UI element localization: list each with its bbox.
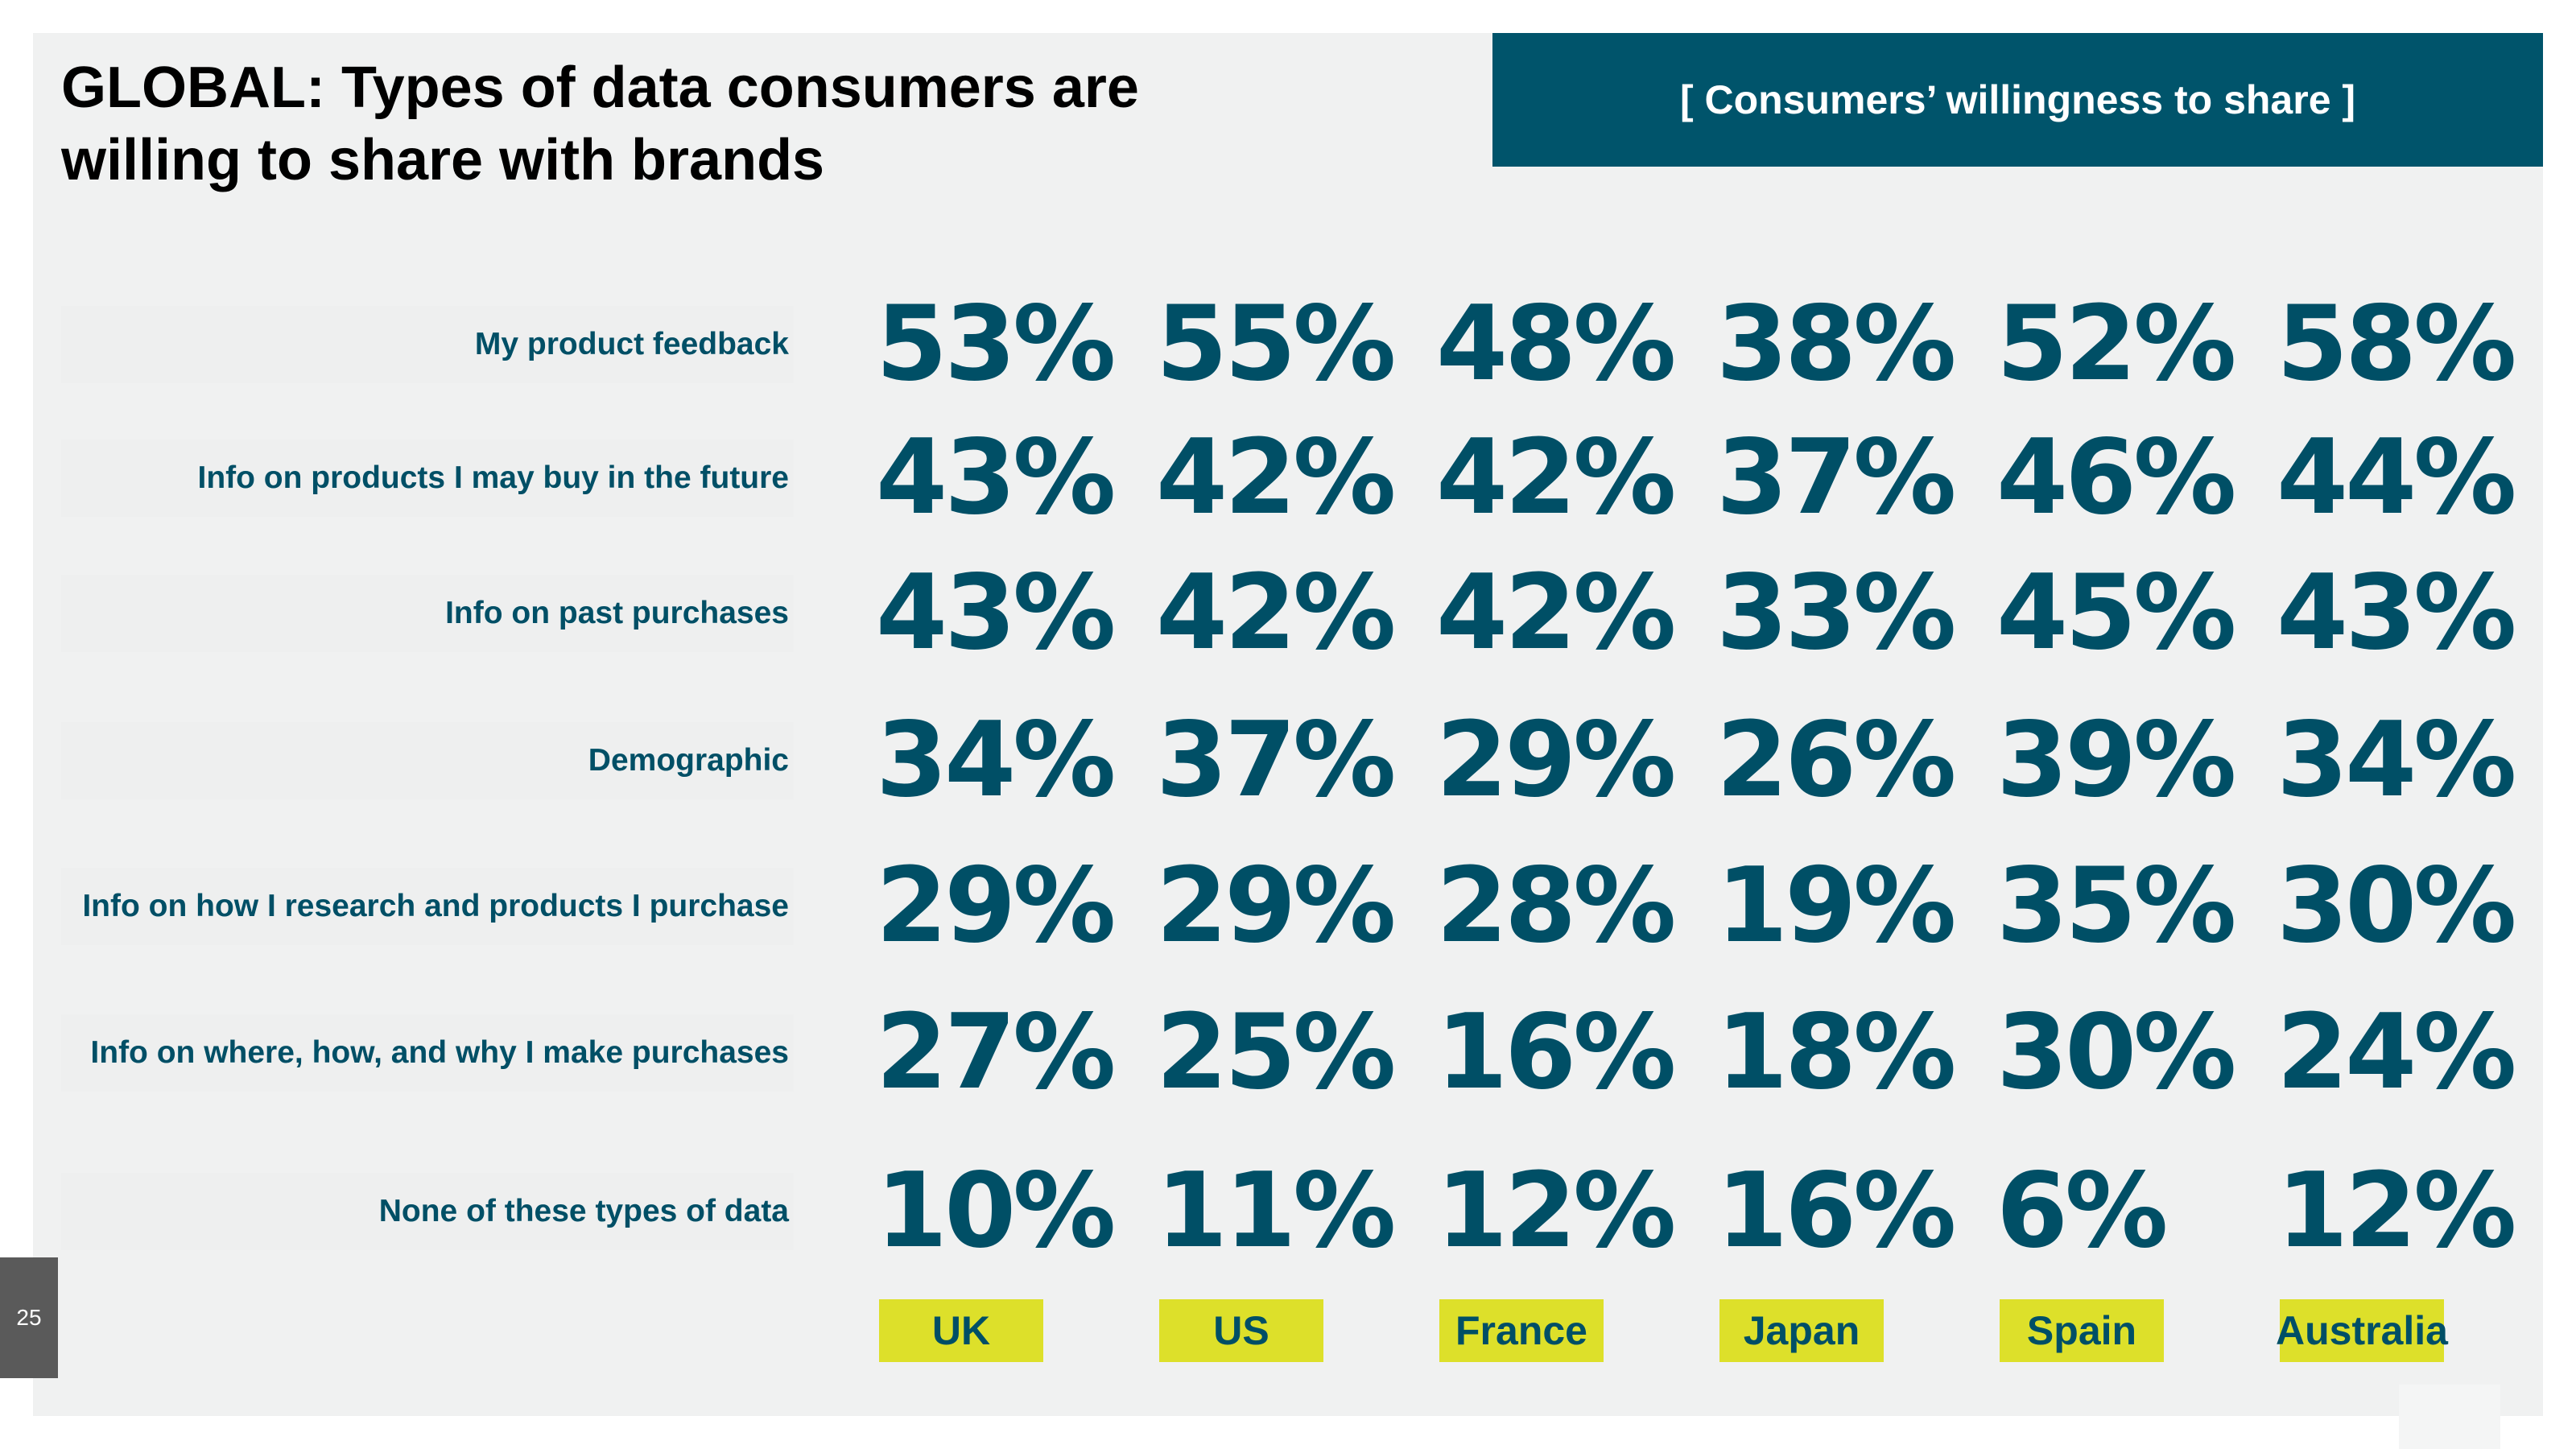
country-label-us: US bbox=[1159, 1299, 1323, 1362]
value-cell: 42% bbox=[1156, 418, 1396, 538]
value-cell: 34% bbox=[2277, 700, 2516, 820]
row-label: My product feedback bbox=[474, 327, 789, 361]
country-label-australia: Australia bbox=[2276, 1299, 2448, 1362]
value-cell: 6% bbox=[1996, 1151, 2168, 1271]
value-cell: 26% bbox=[1716, 700, 1956, 820]
value-cell: 16% bbox=[1716, 1151, 1956, 1271]
country-label-text: Australia bbox=[2276, 1308, 2448, 1353]
value-cell: 29% bbox=[1436, 700, 1676, 820]
row-label-box: Demographic bbox=[61, 722, 794, 799]
row-label-box: Info on products I may buy in the future bbox=[61, 440, 794, 517]
value-cell: 43% bbox=[876, 418, 1116, 538]
country-label-uk: UK bbox=[879, 1299, 1043, 1362]
value-cell: 29% bbox=[1156, 846, 1396, 966]
value-cell: 12% bbox=[2277, 1151, 2516, 1271]
country-label-text: France bbox=[1455, 1308, 1587, 1353]
country-label-text: Spain bbox=[2026, 1308, 2137, 1353]
value-cell: 25% bbox=[1156, 993, 1396, 1113]
value-cell: 30% bbox=[1996, 993, 2236, 1113]
row-label-box: Info on how I research and products I pu… bbox=[61, 868, 794, 945]
value-cell: 34% bbox=[876, 700, 1116, 820]
value-cell: 46% bbox=[1996, 418, 2236, 538]
value-cell: 38% bbox=[1716, 284, 1956, 404]
value-cell: 30% bbox=[2277, 846, 2516, 966]
value-cell: 44% bbox=[2277, 418, 2516, 538]
value-cell: 39% bbox=[1996, 700, 2236, 820]
value-cell: 43% bbox=[876, 553, 1116, 673]
slide-title-line-1: GLOBAL: Types of data consumers are bbox=[61, 56, 1139, 120]
value-cell: 42% bbox=[1436, 418, 1676, 538]
country-label-text: US bbox=[1213, 1308, 1269, 1353]
value-cell: 45% bbox=[1996, 553, 2236, 673]
value-cell: 19% bbox=[1716, 846, 1956, 966]
country-label-text: Japan bbox=[1743, 1308, 1860, 1353]
row-label-box: My product feedback bbox=[61, 306, 794, 383]
value-cell: 37% bbox=[1156, 700, 1396, 820]
value-cell: 12% bbox=[1436, 1151, 1676, 1271]
value-cell: 33% bbox=[1716, 553, 1956, 673]
value-cell: 42% bbox=[1436, 553, 1676, 673]
row-label-box: Info on where, how, and why I make purch… bbox=[61, 1014, 794, 1092]
value-cell: 28% bbox=[1436, 846, 1676, 966]
row-label: Demographic bbox=[588, 743, 789, 778]
value-cell: 24% bbox=[2277, 993, 2516, 1113]
value-cell: 42% bbox=[1156, 553, 1396, 673]
value-cell: 29% bbox=[876, 846, 1116, 966]
value-cell: 55% bbox=[1156, 284, 1396, 404]
row-label-box: Info on past purchases bbox=[61, 575, 794, 652]
page-number: 25 bbox=[0, 1257, 58, 1378]
banner: [ Consumers’ willingness to share ] bbox=[1492, 33, 2543, 167]
row-label: Info on where, how, and why I make purch… bbox=[90, 1035, 789, 1070]
value-cell: 18% bbox=[1716, 993, 1956, 1113]
value-cell: 58% bbox=[2277, 284, 2516, 404]
value-cell: 16% bbox=[1436, 993, 1676, 1113]
value-cell: 48% bbox=[1436, 284, 1676, 404]
banner-text: [ Consumers’ willingness to share ] bbox=[1679, 77, 2356, 122]
value-cell: 43% bbox=[2277, 553, 2516, 673]
row-label: Info on past purchases bbox=[445, 596, 789, 630]
country-label-spain: Spain bbox=[2000, 1299, 2164, 1362]
value-cell: 35% bbox=[1996, 846, 2236, 966]
corner-decoration bbox=[2399, 1385, 2500, 1449]
row-label-box: None of these types of data bbox=[61, 1173, 794, 1250]
value-cell: 10% bbox=[876, 1151, 1116, 1271]
country-label-france: France bbox=[1439, 1299, 1604, 1362]
value-cell: 52% bbox=[1996, 284, 2236, 404]
slide-title-line-2: willing to share with brands bbox=[61, 128, 825, 192]
value-cell: 53% bbox=[876, 284, 1116, 404]
value-cell: 37% bbox=[1716, 418, 1956, 538]
slide-title: GLOBAL: Types of data consumers are will… bbox=[61, 52, 1269, 196]
country-label-japan: Japan bbox=[1719, 1299, 1884, 1362]
row-label: Info on how I research and products I pu… bbox=[82, 889, 789, 923]
country-label-text: UK bbox=[931, 1308, 991, 1353]
value-cell: 27% bbox=[876, 993, 1116, 1113]
row-label: None of these types of data bbox=[378, 1194, 789, 1228]
row-label: Info on products I may buy in the future bbox=[197, 460, 789, 495]
value-cell: 11% bbox=[1156, 1151, 1396, 1271]
